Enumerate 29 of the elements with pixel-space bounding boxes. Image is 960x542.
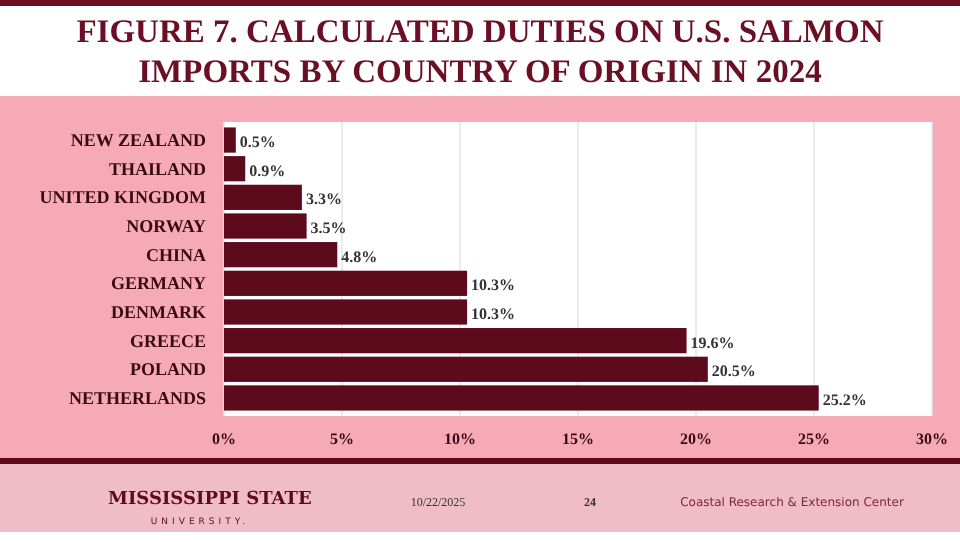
y-tick-label: NORWAY xyxy=(126,216,207,237)
y-tick-label: GERMANY xyxy=(111,273,207,294)
x-tick-label: 10% xyxy=(444,430,476,448)
y-tick-label: THAILAND xyxy=(108,158,207,179)
y-tick-label: UNITED KINGDOM xyxy=(39,187,207,208)
y-tick-label: DENMARK xyxy=(111,301,206,322)
y-tick-label: CHINA xyxy=(145,244,207,265)
x-tick-label: 5% xyxy=(330,430,354,448)
chart-title: FIGURE 7. CALCULATED DUTIES ON U.S. SALMON IMPORTS BY COUNTRY OF ORIGIN IN 2024 xyxy=(76,12,884,90)
x-tick-label: 25% xyxy=(798,430,830,448)
data-label: 3.5% xyxy=(310,219,347,238)
y-tick-label: NEW ZEALAND xyxy=(70,130,207,151)
data-label: 0.9% xyxy=(249,161,286,180)
data-label: 4.8% xyxy=(341,247,378,266)
data-label: 10.3% xyxy=(471,304,516,323)
x-tick-label: 15% xyxy=(562,430,594,448)
y-tick-label: POLAND xyxy=(130,359,207,380)
x-tick-label: 0% xyxy=(212,430,236,448)
x-tick-label: 20% xyxy=(680,430,712,448)
data-label: 0.5% xyxy=(239,133,276,152)
data-label: 10.3% xyxy=(471,276,516,295)
y-tick-label: NETHERLANDS xyxy=(68,387,206,408)
y-tick-label: GREECE xyxy=(129,330,206,351)
data-label: 20.5% xyxy=(711,362,756,381)
data-label: 25.2% xyxy=(822,390,867,409)
data-label: 19.6% xyxy=(690,333,735,352)
text: MISSISSIPPI STATE xyxy=(108,490,312,510)
data-label: 3.3% xyxy=(305,190,342,209)
x-tick-label: 30% xyxy=(916,430,948,448)
